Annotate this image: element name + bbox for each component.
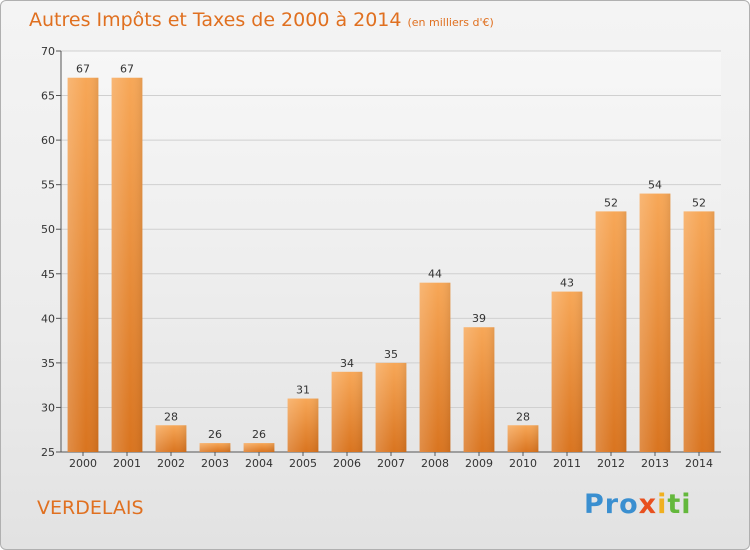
value-label-2000: 67: [76, 63, 90, 76]
x-tick-label-2000: 2000: [69, 457, 97, 470]
x-tick-label-2013: 2013: [641, 457, 669, 470]
bar-highlight-2006: [331, 371, 363, 452]
value-label-2010: 28: [516, 410, 530, 423]
value-label-2012: 52: [604, 196, 618, 209]
bar-highlight-2008: [419, 282, 451, 452]
bar-highlight-2012: [595, 211, 627, 452]
x-tick-label-2008: 2008: [421, 457, 449, 470]
x-tick-label-2009: 2009: [465, 457, 493, 470]
x-tick-label-2004: 2004: [245, 457, 273, 470]
value-label-2002: 28: [164, 410, 178, 423]
bar-highlight-2007: [375, 362, 407, 452]
bar-highlight-2002: [155, 425, 187, 452]
value-label-2014: 52: [692, 196, 706, 209]
value-label-2003: 26: [208, 428, 222, 441]
chart-title: Autres Impôts et Taxes de 2000 à 2014 (en…: [29, 9, 494, 31]
x-tick-label-2002: 2002: [157, 457, 185, 470]
y-tick-label: 50: [41, 223, 55, 236]
y-tick-label: 55: [41, 179, 55, 192]
y-tick-label: 65: [41, 90, 55, 103]
value-label-2005: 31: [296, 384, 310, 397]
x-tick-label-2006: 2006: [333, 457, 361, 470]
x-tick-label-2011: 2011: [553, 457, 581, 470]
bar-highlight-2004: [243, 443, 275, 452]
x-tick-label-2001: 2001: [113, 457, 141, 470]
proxiti-logo[interactable]: Proxiti: [584, 489, 692, 520]
value-label-2006: 34: [340, 357, 354, 370]
value-label-2007: 35: [384, 348, 398, 361]
bar-highlight-2011: [551, 291, 583, 452]
bar-highlight-2010: [507, 425, 539, 452]
y-tick-label: 60: [41, 134, 55, 147]
bar-highlight-2001: [111, 77, 143, 452]
value-label-2001: 67: [120, 63, 134, 76]
logo-part-3: i: [657, 489, 668, 520]
y-tick-label: 40: [41, 312, 55, 325]
value-label-2011: 43: [560, 277, 574, 290]
bar-highlight-2000: [67, 77, 99, 452]
bar-highlight-2009: [463, 327, 495, 452]
logo-part-4: ti: [667, 489, 692, 520]
chart-unit: (en milliers d'€): [407, 16, 494, 29]
logo-part-2: x: [638, 489, 658, 520]
value-label-2013: 54: [648, 179, 662, 192]
bar-highlight-2013: [639, 193, 671, 453]
x-tick-label-2012: 2012: [597, 457, 625, 470]
x-tick-label-2010: 2010: [509, 457, 537, 470]
y-tick-label: 35: [41, 357, 55, 370]
y-tick-label: 25: [41, 446, 55, 459]
logo-part-1: Pro: [584, 489, 639, 520]
x-tick-label-2003: 2003: [201, 457, 229, 470]
y-tick-label: 30: [41, 401, 55, 414]
bar-highlight-2014: [683, 211, 715, 452]
x-tick-label-2014: 2014: [685, 457, 713, 470]
bar-highlight-2005: [287, 398, 319, 452]
value-label-2009: 39: [472, 312, 486, 325]
value-label-2004: 26: [252, 428, 266, 441]
y-tick-label: 70: [41, 45, 55, 58]
bar-highlight-2003: [199, 443, 231, 452]
x-tick-label-2007: 2007: [377, 457, 405, 470]
chart-title-text: Autres Impôts et Taxes de 2000 à 2014: [29, 9, 402, 31]
commune-name: VERDELAIS: [37, 497, 144, 519]
value-label-2008: 44: [428, 268, 442, 281]
x-tick-label-2005: 2005: [289, 457, 317, 470]
y-tick-label: 45: [41, 268, 55, 281]
